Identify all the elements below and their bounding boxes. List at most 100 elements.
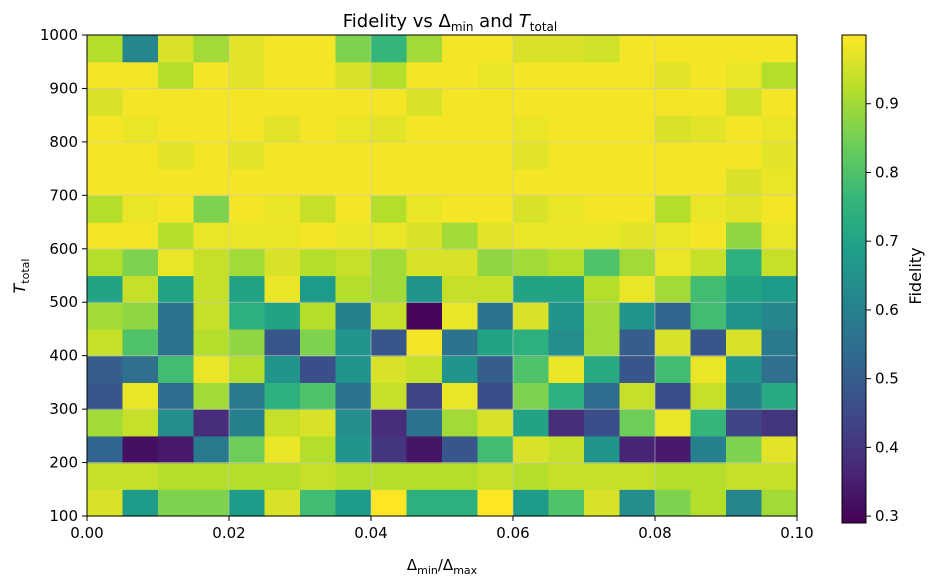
heat-cell xyxy=(477,462,514,490)
heat-cell xyxy=(335,489,372,517)
heat-cell xyxy=(655,302,692,330)
heat-cell xyxy=(371,248,408,277)
heat-cell xyxy=(158,141,195,170)
heat-cell xyxy=(406,168,443,196)
heat-cell xyxy=(761,328,798,357)
heat-cell xyxy=(513,435,550,464)
heat-cell xyxy=(300,302,337,330)
heat-cell xyxy=(229,141,266,170)
heat-cell xyxy=(513,355,550,383)
heat-cell xyxy=(158,168,195,196)
y-tick-label: 800 xyxy=(49,133,78,151)
heat-cell xyxy=(406,435,443,464)
y-axis-label: Ttotal xyxy=(10,259,32,294)
heat-cell xyxy=(229,328,266,357)
heat-cell xyxy=(655,141,692,170)
heat-cell xyxy=(300,435,337,464)
heat-cell xyxy=(442,115,479,143)
heat-cell xyxy=(619,141,656,170)
heat-cell xyxy=(87,195,124,223)
heat-cell xyxy=(761,462,798,490)
heat-cell xyxy=(548,141,585,170)
heat-cell xyxy=(264,435,301,464)
heat-cell xyxy=(584,382,621,410)
heat-cell xyxy=(87,489,124,517)
heat-cell xyxy=(548,275,585,303)
heat-cell xyxy=(158,328,195,357)
heat-cell xyxy=(264,489,301,517)
heat-cell xyxy=(193,489,230,517)
heat-cell xyxy=(584,462,621,490)
heat-cell xyxy=(158,88,195,116)
heat-cell xyxy=(300,195,337,223)
heat-cell xyxy=(158,489,195,517)
heat-cell xyxy=(335,355,372,383)
heat-cell xyxy=(548,168,585,196)
heat-cell xyxy=(406,115,443,143)
heat-cell xyxy=(264,141,301,170)
heat-cell xyxy=(584,355,621,383)
heat-cell xyxy=(264,328,301,357)
heat-cell xyxy=(477,248,514,277)
heat-cell xyxy=(548,435,585,464)
heat-cell xyxy=(158,382,195,410)
heat-cell xyxy=(335,88,372,116)
heat-cell xyxy=(87,328,124,357)
heat-cell xyxy=(584,168,621,196)
heat-cell xyxy=(264,35,301,63)
heat-cell xyxy=(229,435,266,464)
heat-cell xyxy=(158,35,195,63)
heat-cell xyxy=(619,248,656,277)
colorbar-tick-label: 0.8 xyxy=(875,163,899,181)
ylabel-t: T xyxy=(10,282,29,293)
heat-cell xyxy=(371,462,408,490)
heat-cell xyxy=(761,382,798,410)
heat-cell xyxy=(264,61,301,90)
heat-cell xyxy=(193,222,230,250)
heat-cell xyxy=(726,435,763,464)
heat-cell xyxy=(761,168,798,196)
heat-cell xyxy=(122,168,159,196)
heat-cell xyxy=(690,115,727,143)
heat-cell xyxy=(761,195,798,223)
heat-cell xyxy=(158,248,195,277)
heat-cell xyxy=(300,61,337,90)
heat-cell xyxy=(548,195,585,223)
xlabel-subscript-min: min xyxy=(417,564,438,577)
heat-cell xyxy=(158,275,195,303)
heat-cell xyxy=(406,141,443,170)
heat-cell xyxy=(655,355,692,383)
heat-cell xyxy=(442,248,479,277)
heat-cell xyxy=(193,462,230,490)
colorbar-tick-label: 0.9 xyxy=(875,95,899,113)
heat-cell xyxy=(513,88,550,116)
y-tick-label: 600 xyxy=(49,240,78,258)
heat-cell xyxy=(584,248,621,277)
heat-cell xyxy=(442,222,479,250)
title-part-1: Fidelity vs Δ xyxy=(343,11,452,32)
heat-cell xyxy=(300,489,337,517)
heat-cell xyxy=(726,35,763,63)
heat-cell xyxy=(264,462,301,490)
x-tick-label: 0.10 xyxy=(780,524,813,542)
heat-cell xyxy=(513,35,550,63)
heat-cell xyxy=(87,61,124,90)
heat-cell xyxy=(584,35,621,63)
y-tick-label: 200 xyxy=(49,454,78,472)
heat-cell xyxy=(122,141,159,170)
heat-cell xyxy=(690,355,727,383)
heat-cell xyxy=(264,195,301,223)
heat-cell xyxy=(193,409,230,437)
heat-cell xyxy=(726,195,763,223)
y-tick-label: 300 xyxy=(49,400,78,418)
heat-cell xyxy=(477,328,514,357)
heat-cell xyxy=(122,435,159,464)
heat-cell xyxy=(513,409,550,437)
heat-cell xyxy=(335,195,372,223)
heat-cell xyxy=(619,222,656,250)
heat-cell xyxy=(619,168,656,196)
heat-cell xyxy=(761,35,798,63)
heat-cell xyxy=(513,382,550,410)
heat-cell xyxy=(371,409,408,437)
heat-cell xyxy=(158,195,195,223)
